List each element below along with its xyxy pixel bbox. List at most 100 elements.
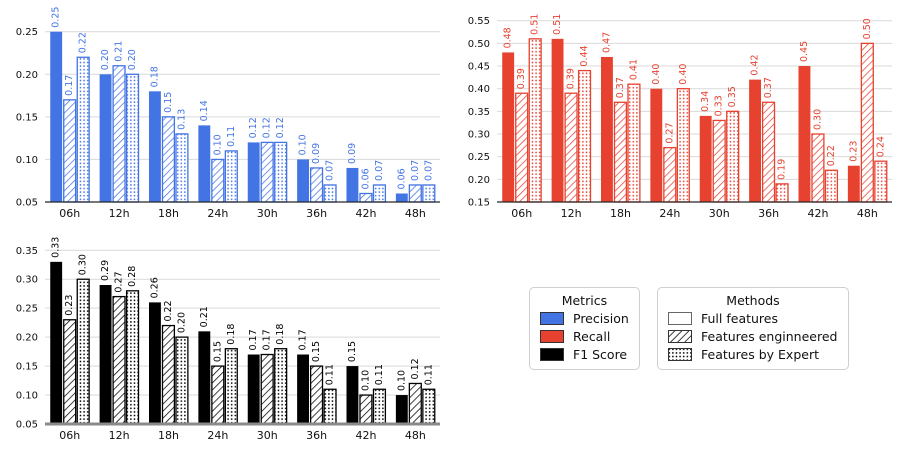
y-tick-label: 0.50 (468, 39, 490, 50)
bar-value-label: 0.14 (199, 100, 210, 121)
bar (309, 365, 324, 425)
legend-item-features-by-expert: Features by Expert (668, 347, 838, 362)
legend-label-precision: Precision (573, 311, 629, 326)
y-tick-label: 0.25 (16, 304, 38, 315)
methods-legend-title: Methods (726, 293, 780, 308)
bar-value-label: 0.22 (826, 145, 837, 166)
bar (359, 394, 373, 425)
y-tick-label: 0.30 (468, 130, 490, 141)
bar-value-label: 0.15 (212, 341, 223, 362)
x-tick-label: 48h (405, 429, 426, 442)
bar (761, 101, 776, 203)
recall-bar-chart: 0.15 0.20 0.25 0.30 0.35 0.40 0.45 0.50 0.55 0.48… (452, 0, 897, 226)
bar (125, 290, 140, 425)
bar (198, 125, 211, 202)
bar-value-label: 0.10 (360, 370, 371, 391)
x-tick-label: 24h (207, 207, 228, 220)
bar (359, 192, 373, 203)
x-tick-label: 42h (807, 207, 828, 220)
bar-value-label: 0.17 (64, 75, 75, 96)
bar-value-label: 0.41 (628, 59, 639, 80)
f1-score-swatch-icon (540, 348, 564, 361)
bar-value-label: 0.44 (579, 45, 590, 66)
bar-value-label: 0.12 (262, 117, 273, 138)
bar-value-label: 0.25 (51, 7, 62, 28)
metrics-legend: Metrics Precision Recall F1 Score (529, 287, 640, 370)
bar (422, 184, 436, 203)
bar-value-label: 0.23 (848, 141, 859, 162)
bar (148, 91, 161, 202)
bar (161, 116, 176, 203)
full-features-swatch-icon (668, 312, 692, 325)
x-tick-label: 24h (207, 429, 228, 442)
bar (76, 56, 90, 203)
bar (372, 184, 387, 203)
bar (211, 365, 225, 425)
bar-value-label: 0.40 (678, 64, 689, 85)
bar (663, 146, 677, 203)
bar-value-label: 0.34 (700, 91, 711, 112)
bar (395, 193, 408, 202)
bar-value-label: 0.20 (100, 49, 111, 70)
bar (749, 79, 762, 202)
legend-item-recall: Recall (540, 329, 629, 344)
x-tick-label: 36h (306, 207, 327, 220)
bar-value-label: 0.11 (374, 364, 385, 385)
x-tick-label: 30h (709, 207, 730, 220)
bar-value-label: 0.51 (552, 14, 563, 35)
bar-value-label: 0.18 (226, 324, 237, 345)
bar (422, 388, 436, 425)
bar-value-label: 0.11 (325, 364, 336, 385)
bar-value-label: 0.19 (777, 159, 788, 180)
bar (297, 354, 310, 424)
bar-value-label: 0.18 (275, 324, 286, 345)
bar-value-label: 0.23 (64, 295, 75, 316)
y-tick-label: 0.05 (16, 420, 38, 431)
bar-value-label: 0.10 (212, 134, 223, 155)
legend-item-features-engineered: Features enginneered (668, 329, 838, 344)
bar-value-label: 0.27 (114, 271, 125, 292)
x-tick-label: 18h (158, 429, 179, 442)
bar-value-label: 0.22 (78, 32, 89, 53)
bar-value-label: 0.09 (347, 143, 358, 164)
legend-label-full-features: Full features (701, 311, 778, 326)
y-tick-label: 0.30 (16, 275, 38, 286)
bar-value-label: 0.48 (503, 27, 514, 48)
bar-value-label: 0.17 (248, 329, 259, 350)
bar-value-label: 0.39 (516, 68, 527, 89)
bar-value-label: 0.33 (714, 95, 725, 116)
bar (650, 88, 663, 202)
bar-value-label: 0.17 (298, 329, 309, 350)
bar (99, 74, 112, 202)
bar (309, 167, 324, 203)
bar-value-label: 0.37 (763, 77, 774, 98)
bar-value-label: 0.33 (51, 237, 62, 258)
bar-value-label: 0.40 (651, 64, 662, 85)
bar (175, 133, 189, 203)
bar (699, 115, 712, 202)
bar-value-label: 0.39 (566, 68, 577, 89)
legend-item-f1-score: F1 Score (540, 347, 629, 362)
y-tick-label: 0.05 (16, 198, 38, 209)
bar-value-label: 0.15 (347, 341, 358, 362)
y-tick-label: 0.35 (468, 107, 490, 118)
bar-value-label: 0.35 (727, 86, 738, 107)
y-tick-label: 0.55 (468, 16, 490, 27)
bar (224, 150, 238, 203)
bar-value-label: 0.06 (360, 168, 371, 189)
bar (198, 331, 211, 424)
bar (99, 285, 112, 424)
bar (323, 184, 337, 203)
x-tick-label: 12h (561, 207, 582, 220)
bar (148, 302, 161, 424)
bar (627, 83, 641, 203)
bar (297, 159, 310, 202)
bar (502, 52, 515, 202)
bar (811, 133, 825, 203)
y-tick-label: 0.10 (16, 155, 38, 166)
bar-value-label: 0.07 (325, 160, 336, 181)
x-tick-label: 30h (257, 429, 278, 442)
bar (775, 183, 789, 203)
y-tick-label: 0.40 (468, 84, 490, 95)
